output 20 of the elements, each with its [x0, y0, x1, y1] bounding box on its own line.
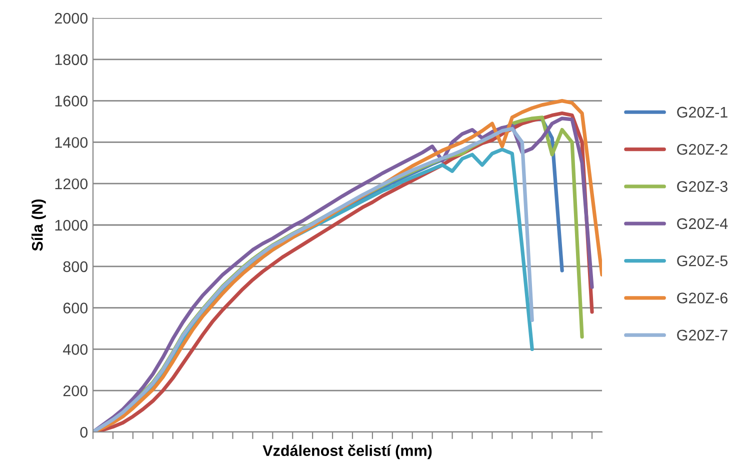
legend-label: G20Z-5 — [677, 255, 728, 266]
legend-label: G20Z-4 — [677, 218, 728, 230]
y-tick-label: 200 — [63, 385, 88, 396]
legend-label: G20Z-1 — [677, 106, 728, 118]
legend-label: G20Z-6 — [677, 292, 728, 304]
y-tick-label: 400 — [63, 344, 88, 355]
x-axis-title: Vzdálenost čelistí (mm) — [262, 444, 432, 460]
y-tick-label: 1600 — [55, 96, 88, 106]
legend-label: G20Z-3 — [677, 181, 728, 192]
y-axis-title: Síla (N) — [31, 199, 46, 251]
y-tick-label: 2000 — [54, 12, 88, 24]
y-tick-label: 0 — [80, 426, 88, 438]
y-tick-label: 1400 — [55, 137, 88, 148]
y-tick-label: 800 — [63, 261, 88, 272]
y-tick-label: 1200 — [55, 178, 88, 190]
y-tick-label: 1800 — [55, 54, 88, 66]
y-tick-label: 1000 — [55, 220, 88, 231]
legend-label: G20Z-2 — [677, 144, 728, 155]
y-tick-label: 600 — [63, 302, 88, 314]
legend-label: G20Z-7 — [677, 330, 728, 341]
